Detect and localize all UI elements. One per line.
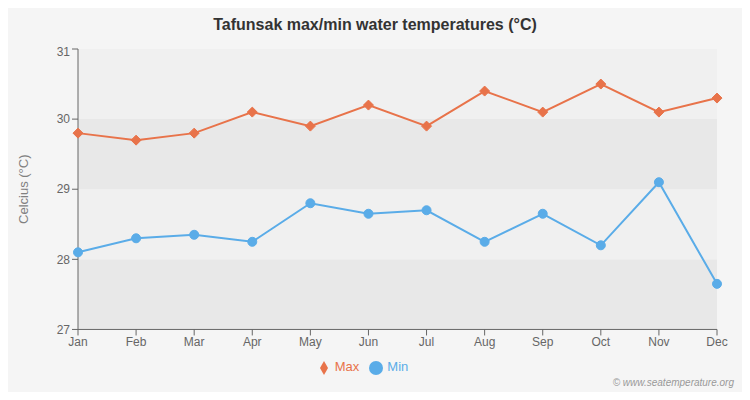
svg-text:29: 29 [57,182,71,196]
html-text:Max: Max [334,359,360,375]
svg-text:Jul: Jul [419,335,434,349]
svg-text:Jun: Jun [359,335,378,349]
svg-text:31: 31 [57,45,71,59]
html-text:Min: Min [387,359,409,375]
svg-text:Dec: Dec [706,335,727,349]
html-text:Tafunsak max/min water tempera: Tafunsak max/min water temperatures (°C) [213,16,537,33]
svg-text:Feb: Feb [126,335,147,349]
svg-text:Apr: Apr [243,335,262,349]
svg-text:Mar: Mar [184,335,205,349]
svg-text:28: 28 [57,253,71,267]
svg-text:27: 27 [57,323,71,337]
svg-text:30: 30 [57,112,71,126]
svg-text:Oct: Oct [591,335,610,349]
svg-text:Sep: Sep [532,335,554,349]
svg-text:Nov: Nov [648,335,669,349]
svg-text:Celcius (°C): Celcius (°C) [16,154,31,223]
svg-text:Aug: Aug [474,335,495,349]
html-text:© www.seatemperature.org: © www.seatemperature.org [612,377,734,388]
svg-text:May: May [299,335,322,349]
svg-text:Jan: Jan [68,335,87,349]
